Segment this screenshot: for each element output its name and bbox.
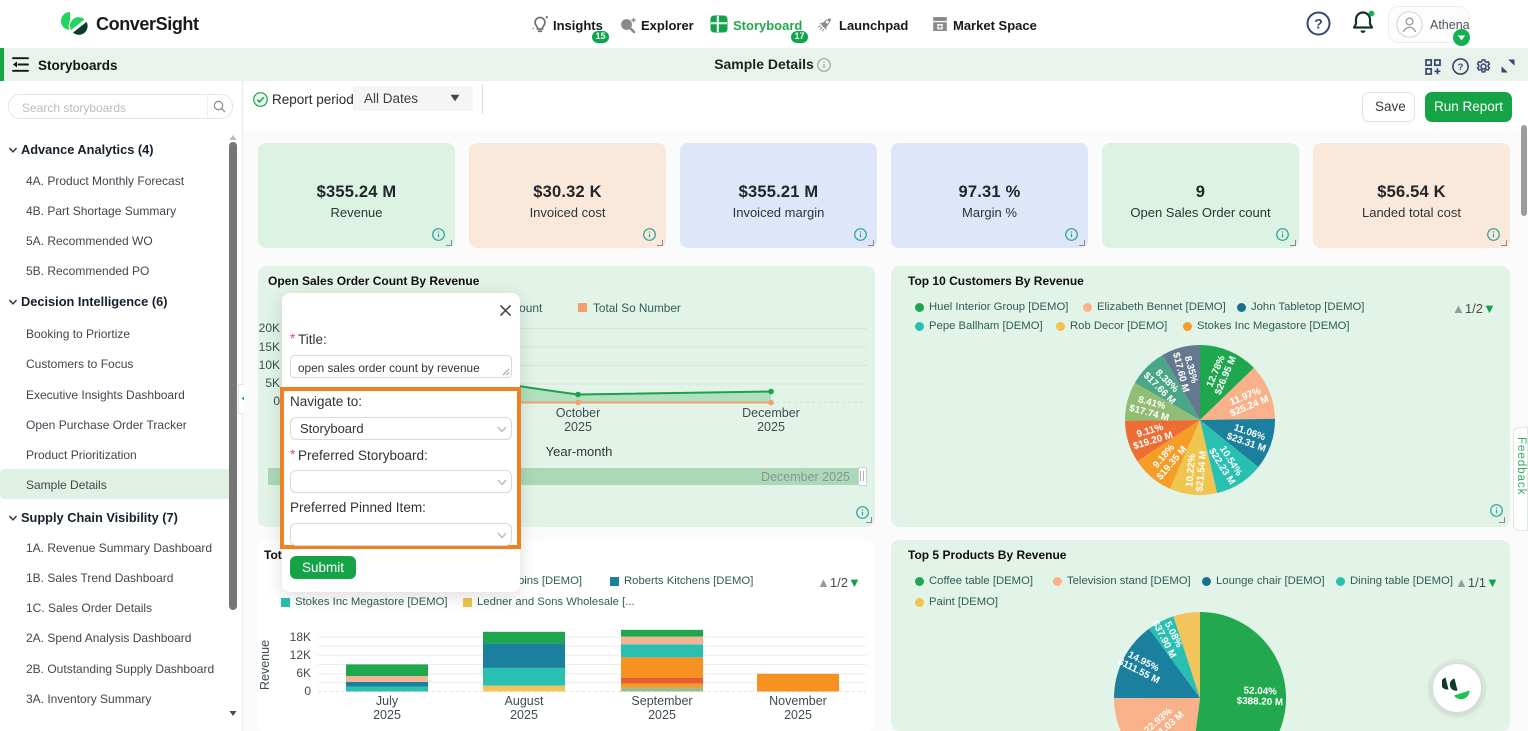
svg-text:?: ? [1314,16,1323,32]
svg-text:$21.54 M: $21.54 M [1194,451,1209,493]
svg-text:52.04%: 52.04% [1243,685,1277,697]
svg-text:10.22%: 10.22% [1184,453,1198,487]
svg-text:$388.20 M: $388.20 M [1237,696,1284,709]
svg-text:?: ? [1458,62,1464,73]
